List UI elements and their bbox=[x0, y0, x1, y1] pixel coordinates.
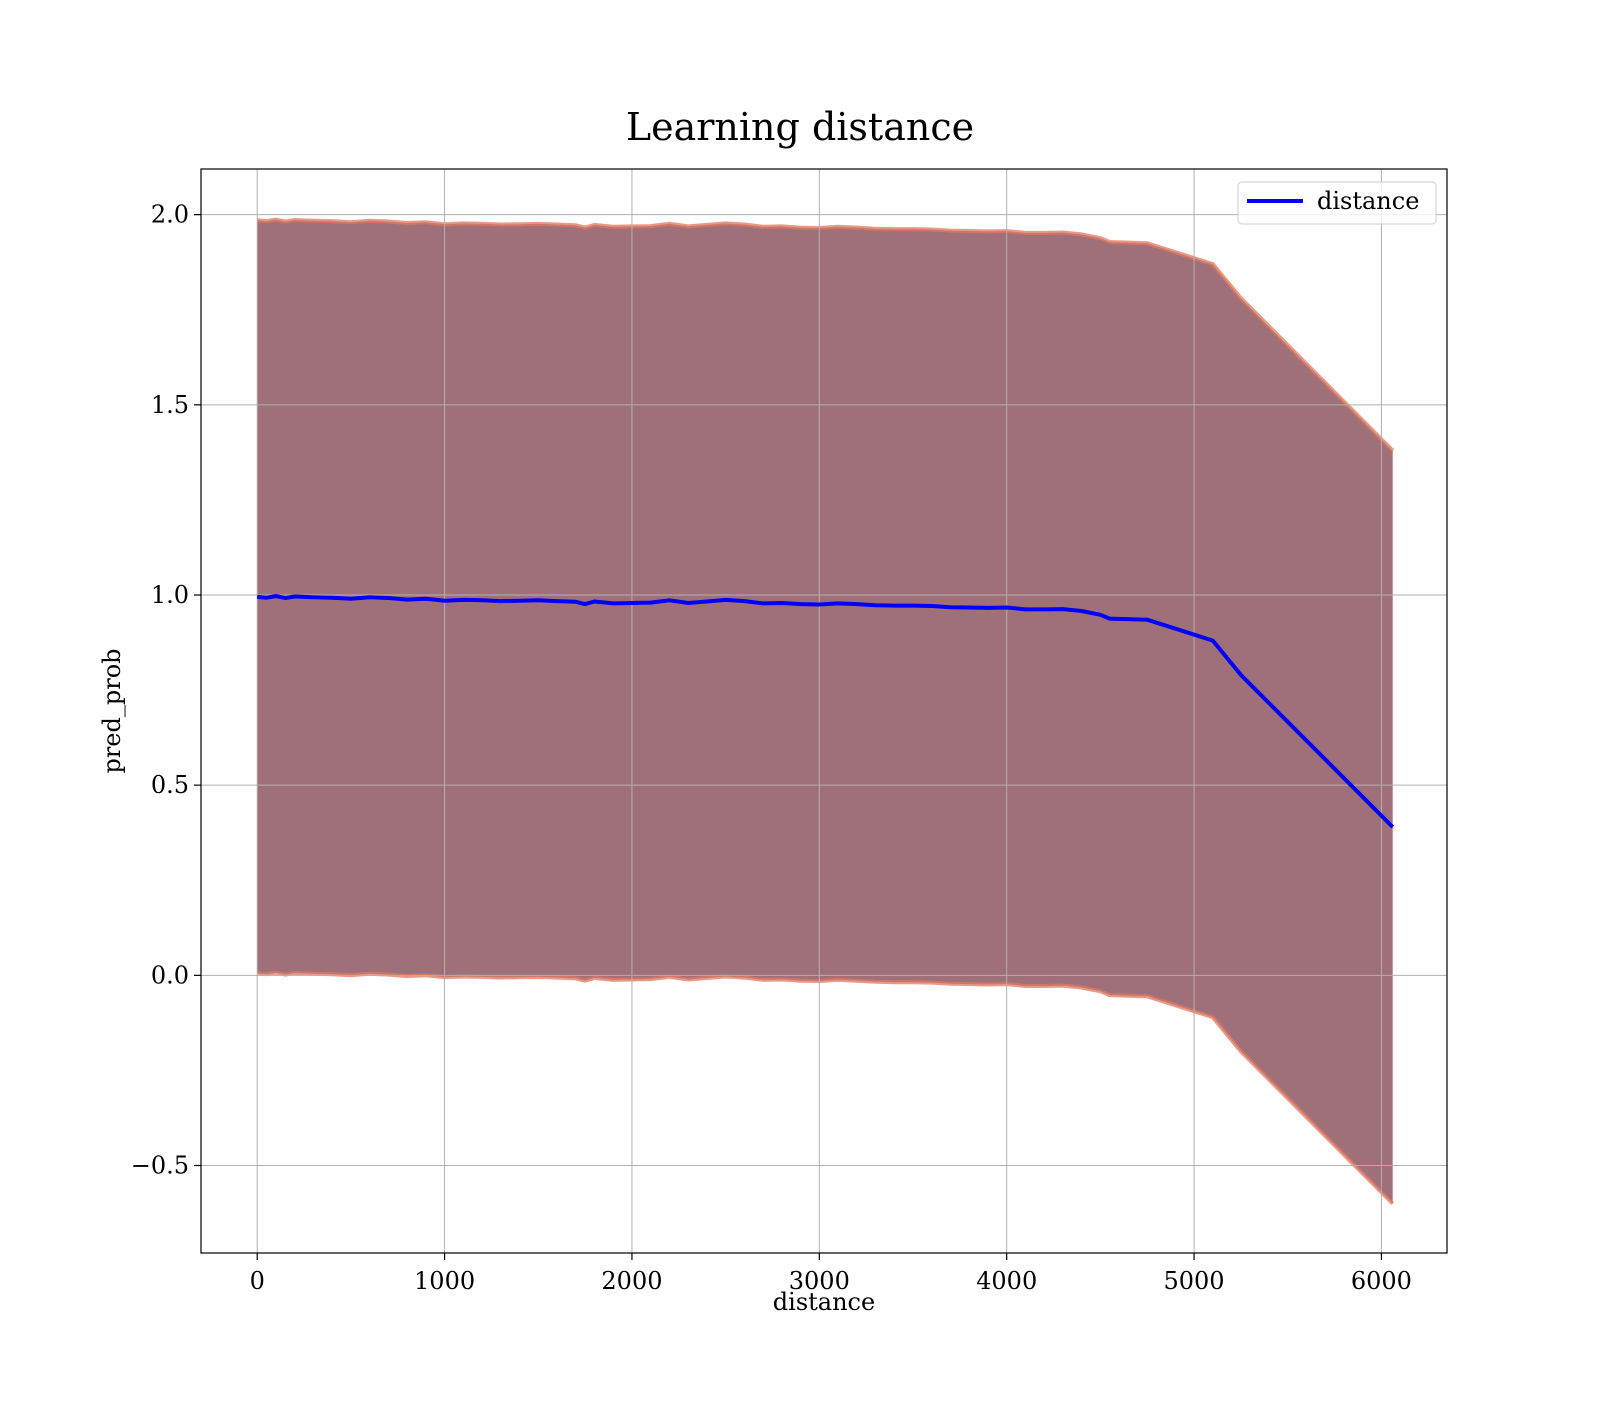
y-tick-label: −0.5 bbox=[131, 1152, 189, 1180]
x-tick-label: 2000 bbox=[601, 1267, 662, 1295]
plot-frame bbox=[200, 168, 1448, 1254]
y-tick-label: 1.5 bbox=[151, 391, 189, 419]
legend: distance bbox=[1237, 181, 1437, 225]
series-line-distance bbox=[257, 594, 1395, 829]
y-tick-label: 1.0 bbox=[151, 581, 189, 609]
y-tick-label: 0.0 bbox=[151, 961, 189, 989]
y-axis-label: pred_prob bbox=[98, 648, 126, 773]
x-tick-label: 0 bbox=[250, 1267, 265, 1295]
legend-box bbox=[1237, 181, 1437, 225]
x-tick-label: 6000 bbox=[1351, 1267, 1412, 1295]
legend-label-distance: distance bbox=[1317, 187, 1419, 215]
x-tick-label: 3000 bbox=[789, 1267, 850, 1295]
confidence-band-layer bbox=[257, 217, 1395, 1206]
band-lower-edge bbox=[257, 970, 1395, 1206]
x-tick-label: 4000 bbox=[976, 1267, 1037, 1295]
x-tick-label: 5000 bbox=[1164, 1267, 1225, 1295]
confidence-band bbox=[257, 219, 1393, 1204]
x-axis-label: distance bbox=[773, 1288, 875, 1316]
y-tick-label: 0.5 bbox=[151, 771, 189, 799]
x-tick-layer: 0 1000 2000 3000 4000 5000 6000 bbox=[250, 1253, 1412, 1295]
series-line-layer bbox=[257, 594, 1395, 829]
x-tick-label: 1000 bbox=[414, 1267, 475, 1295]
y-tick-label: 2.0 bbox=[151, 201, 189, 229]
band-upper-edge bbox=[257, 217, 1395, 452]
grid-layer bbox=[201, 169, 1447, 1253]
y-tick-layer: −0.5 0.0 0.5 1.0 1.5 2.0 bbox=[131, 201, 201, 1180]
chart-title: Learning distance bbox=[626, 105, 974, 149]
